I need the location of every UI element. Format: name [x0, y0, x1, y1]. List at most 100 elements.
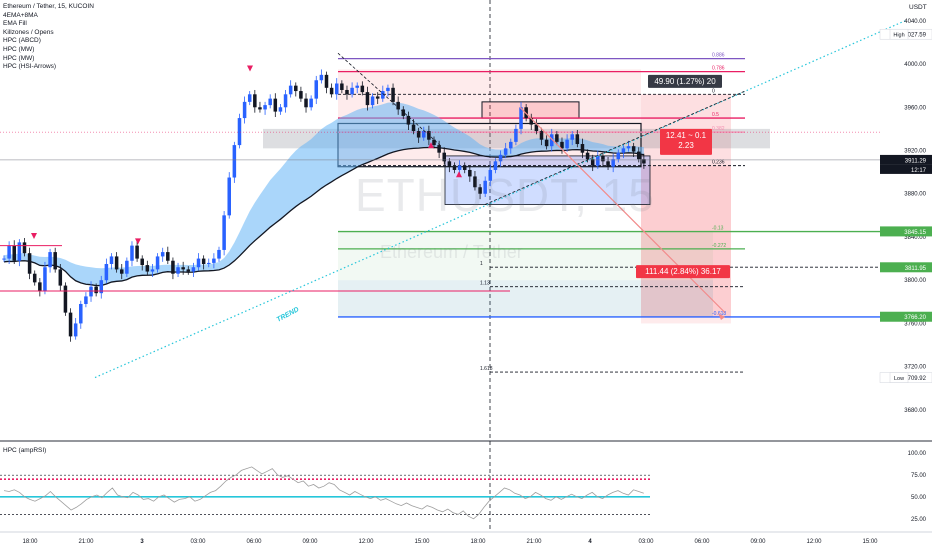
price-label-text: 3811.95: [905, 266, 927, 272]
measure-label: [648, 74, 722, 88]
candle: [401, 109, 406, 116]
candle: [637, 151, 641, 160]
candle: [375, 96, 380, 99]
candle: [212, 258, 216, 263]
candle: [63, 285, 68, 313]
indicator-label[interactable]: HPC (MW): [3, 45, 35, 53]
projection-line: [519, 106, 726, 314]
x-tick-label: 15:00: [414, 539, 430, 545]
candle: [365, 92, 370, 106]
measure-label-text: 12.41 ~ 0.1: [666, 131, 707, 140]
x-tick-label: 09:00: [302, 539, 318, 545]
y-tick-label: 3720.00: [904, 365, 926, 371]
price-label-text: 3845.15: [904, 230, 926, 236]
candle: [314, 80, 319, 99]
candle: [155, 256, 160, 270]
candle: [79, 303, 83, 324]
y-tick-label: 3840.00: [904, 235, 926, 241]
fib-label: 0.5: [712, 112, 719, 118]
indicator-label[interactable]: EMA Fill: [3, 20, 27, 28]
candle: [99, 280, 104, 294]
rsi-y-tick-label: 25.00: [911, 517, 927, 523]
measure-label-text: 111.44 (2.84%) 36.17: [645, 267, 721, 276]
candle: [130, 245, 134, 261]
candle: [478, 187, 482, 194]
pattern-line: [484, 90, 746, 205]
candle: [263, 105, 267, 110]
y-tick-label: 3680.00: [904, 408, 926, 414]
candle: [549, 134, 554, 147]
candle: [462, 165, 467, 170]
candle: [253, 94, 257, 108]
candle: [590, 159, 595, 166]
candle: [585, 152, 590, 160]
candle: [391, 87, 395, 102]
candle: [498, 154, 503, 162]
target-zone-blue: [338, 280, 713, 317]
rsi-title[interactable]: HPC (ampRSI): [3, 447, 47, 454]
measure-label-text: 49.90 (1.27%) 20: [654, 77, 716, 86]
fib-label: 1: [480, 261, 483, 267]
pattern-line: [337, 52, 441, 146]
candle: [104, 263, 109, 281]
candle: [89, 286, 93, 297]
candle: [38, 282, 42, 292]
candle: [125, 260, 129, 274]
candle: [493, 161, 498, 170]
candle: [278, 107, 283, 112]
y-tick-label: 3880.00: [904, 192, 926, 198]
candle: [268, 98, 272, 106]
supply-box: [481, 101, 580, 119]
candle: [606, 161, 610, 167]
candle: [626, 146, 631, 149]
candle: [514, 128, 518, 142]
candle: [283, 94, 288, 108]
indicator-label[interactable]: Killzones / Opens: [3, 28, 54, 36]
candle: [294, 85, 298, 92]
candle: [534, 124, 539, 132]
fib-label: 0: [712, 88, 715, 94]
candle: [309, 98, 313, 108]
candle: [2, 258, 6, 260]
candle: [570, 134, 574, 140]
candle: [488, 169, 493, 181]
price-label-note: [880, 164, 932, 174]
x-tick-label: 06:00: [246, 539, 262, 545]
y-tick-label: 3800.00: [904, 278, 926, 284]
candle: [217, 249, 221, 259]
chart-legend: Ethereum / Tether, 15, KUCOIN 4EMA+8MA E…: [3, 3, 94, 72]
candle: [150, 269, 155, 272]
candle: [160, 252, 165, 257]
candle: [575, 134, 580, 145]
ma-line: [3, 146, 645, 287]
indicator-label[interactable]: HPC (MW): [3, 54, 35, 62]
candle: [114, 256, 119, 270]
candle: [529, 118, 534, 125]
candle: [616, 152, 621, 160]
candle: [437, 145, 441, 153]
candle: [94, 286, 98, 294]
rsi-y-tick-label: 50.00: [911, 495, 927, 501]
candle: [565, 139, 569, 149]
hsi-arrow-down: [247, 65, 253, 72]
candle: [503, 148, 508, 155]
candle: [555, 134, 559, 142]
y-tick-label: 3760.00: [904, 321, 926, 327]
indicator-label[interactable]: HPC (HSI-Arrows): [3, 63, 57, 71]
candle: [12, 245, 16, 261]
candle: [334, 83, 339, 95]
candle: [340, 83, 344, 90]
candle: [381, 91, 385, 99]
candle: [329, 87, 334, 95]
candle: [452, 166, 457, 170]
fib-label: 1.13: [480, 281, 490, 287]
fib-label: -0.13: [712, 226, 724, 232]
trend-label: TREND: [276, 306, 301, 324]
candle: [201, 258, 206, 264]
currency-label[interactable]: USDT: [909, 4, 927, 11]
indicator-label[interactable]: HPC (ABCD): [3, 37, 41, 45]
rsi-y-tick-label: 75.00: [911, 473, 927, 479]
indicator-label[interactable]: 4EMA+8MA: [3, 11, 38, 19]
chart-title: Ethereum / Tether, 15, KUCOIN: [3, 3, 94, 10]
